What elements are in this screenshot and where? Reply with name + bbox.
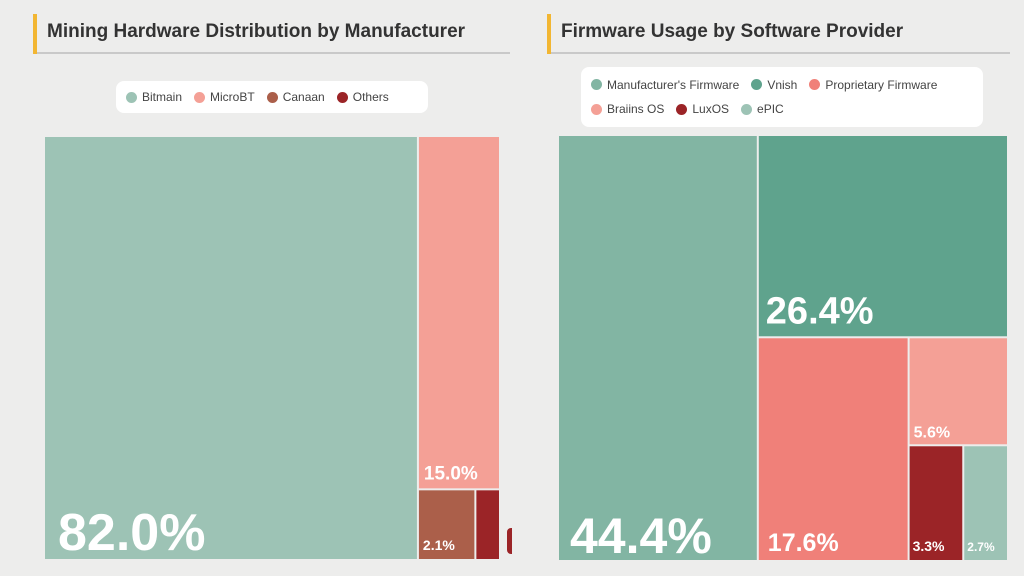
- treemap-chart: 44.4% 26.4% 17.6% 5.6% 3.3% 2.7%: [512, 0, 1024, 576]
- legend-swatch: [336, 91, 348, 103]
- legend-item: Vnish: [751, 78, 797, 92]
- treemap-cell-proprietary-firmware: [758, 338, 908, 560]
- legend-swatch: [591, 103, 602, 115]
- legend-label: MicroBT: [210, 90, 255, 104]
- legend-label: ePIC: [757, 102, 784, 117]
- title-accent-bar: [33, 14, 37, 54]
- data-label-vnish: 26.4%: [766, 290, 874, 332]
- legend-swatch: [266, 91, 278, 103]
- treemap-cell-microbt: [418, 137, 499, 489]
- legend-swatch: [751, 79, 763, 91]
- legend-item: MicroBT: [194, 90, 255, 104]
- data-label-microbt: 15.0%: [424, 463, 478, 484]
- treemap-chart: 82.0%15.0%2.1%0.9%: [45, 137, 512, 562]
- treemap-cell-bitmain: [45, 137, 417, 559]
- legend-item: Bitmain: [126, 90, 182, 104]
- legend-swatch: [676, 103, 688, 115]
- legend-item: Braiins OS: [591, 102, 664, 116]
- chart-legend: Manufacturer's Firmware Vnish Proprietary …: [581, 67, 983, 127]
- hardware-chart-panel: Mining Hardware Distribution by Manufact…: [33, 14, 512, 562]
- data-label-manufacturers-firmware: 44.4%: [570, 508, 712, 564]
- data-label-canaan: 2.1%: [423, 537, 455, 553]
- legend-swatch: [194, 91, 206, 103]
- legend-label: Canaan: [282, 90, 325, 104]
- data-label-luxos: 3.3%: [913, 538, 945, 554]
- treemap-cell-luxos: [909, 446, 963, 560]
- data-label-braiins-os: 5.6%: [914, 424, 950, 441]
- legend-item: Manufacturer's Firmware: [591, 78, 739, 92]
- chart-title: Firmware Usage by Software Provider: [561, 21, 904, 42]
- legend-label: Proprietary Firmware: [825, 77, 938, 92]
- chart-title-container: Firmware Usage by Software Provider: [547, 14, 1010, 54]
- legend-label: Vnish: [767, 77, 798, 92]
- data-label-bubble: [507, 528, 512, 554]
- legend-label: LuxOS: [692, 102, 730, 117]
- legend-label: Manufacturer's Firmware: [607, 77, 740, 92]
- treemap-cell-others: [476, 490, 499, 559]
- legend-swatch: [809, 79, 821, 91]
- chart-title-container: Mining Hardware Distribution by Manufact…: [33, 14, 510, 54]
- chart-legend: Bitmain MicroBT Canaan Others: [116, 81, 428, 113]
- treemap-svg: 44.4% 26.4% 17.6% 5.6% 3.3% 2.7%: [559, 136, 1007, 564]
- legend-item: LuxOS: [676, 102, 729, 116]
- treemap-cell-braiins-os: [909, 338, 1007, 445]
- treemap-cell-manufacturers-firmware: [559, 136, 757, 560]
- legend-item: Canaan: [266, 90, 325, 104]
- treemap-cell-epic: [964, 446, 1007, 560]
- treemap-cell-canaan: [418, 490, 475, 559]
- legend-label: Braiins OS: [607, 102, 665, 117]
- data-label-bitmain: 82.0%: [58, 504, 205, 562]
- legend-label: Bitmain: [142, 90, 183, 104]
- data-label-epic: 2.7%: [967, 540, 995, 554]
- data-label-proprietary-firmware: 17.6%: [768, 529, 839, 557]
- legend-item: Others: [336, 90, 389, 104]
- legend-item: Proprietary Firmware: [809, 78, 937, 92]
- treemap-svg: 82.0%15.0%2.1%0.9%: [45, 137, 512, 562]
- legend-label: Others: [352, 90, 389, 104]
- title-accent-bar: [547, 14, 551, 54]
- treemap-cell-vnish: [758, 136, 1007, 337]
- firmware-chart-panel: Firmware Usage by Software Provider Manu…: [512, 0, 1024, 576]
- legend-swatch: [591, 79, 602, 91]
- legend-item: ePIC: [741, 102, 784, 116]
- legend-swatch: [741, 103, 753, 115]
- legend-swatch: [126, 91, 137, 103]
- chart-title: Mining Hardware Distribution by Manufact…: [47, 21, 466, 42]
